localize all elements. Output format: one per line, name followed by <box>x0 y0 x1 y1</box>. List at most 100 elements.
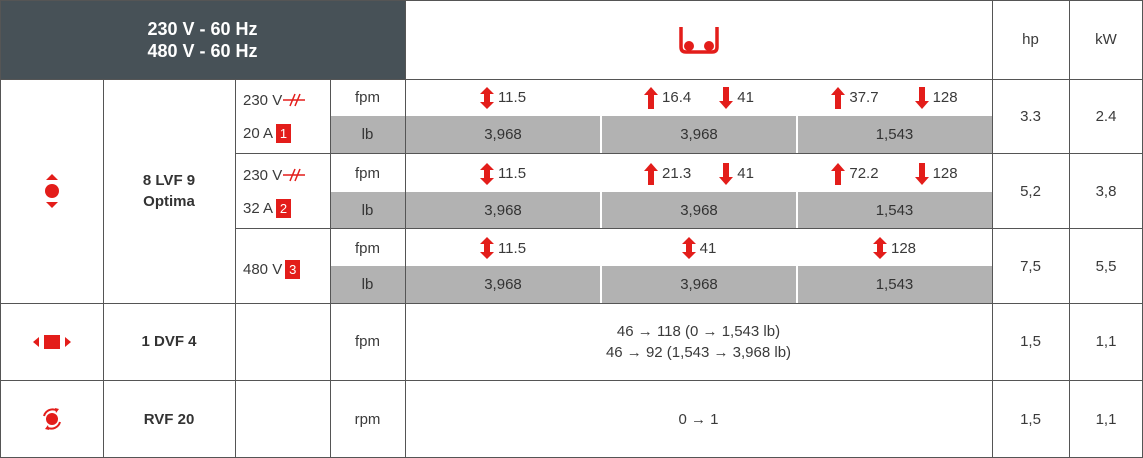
group2-volt: 230 V <box>235 160 330 190</box>
group3-hp: 7,5 <box>1020 258 1041 275</box>
travel-unit: fpm <box>354 333 380 350</box>
group2-badge: 2 <box>276 198 292 218</box>
group3-load-c: 1,543 <box>797 266 992 303</box>
group3-badge: 3 <box>285 259 301 279</box>
grey-separator <box>600 266 602 303</box>
group2-kw: 3,8 <box>1095 183 1117 200</box>
rotation-model: RVF 20 <box>143 410 195 428</box>
down-arrow-icon <box>719 86 734 109</box>
single-phase-icon <box>283 93 306 107</box>
group2-speed-b-up: 21.3 <box>662 165 692 182</box>
hoist-model-line-1: 8 LVF 9 <box>142 172 196 189</box>
voltage-line-1: 230 V - 60 Hz <box>147 18 258 39</box>
group1-load-b: 3,968 <box>601 116 797 153</box>
group3-speed-a-value: 11.5 <box>497 239 527 257</box>
group1-load-a: 3,968 <box>405 116 601 153</box>
group2-speed-a: 11.5 <box>405 155 601 192</box>
up-arrow-icon <box>831 86 846 109</box>
group1-volt: 230 V <box>235 85 330 115</box>
group2-speed-a-value: 11.5 <box>497 165 527 182</box>
group3-speed-a: 11.5 <box>405 230 601 266</box>
group2-unit-load: lb <box>330 192 405 228</box>
group3-volt-label: 480 V <box>243 260 283 278</box>
group2-load-a: 3,968 <box>405 192 601 228</box>
grid-line <box>992 0 993 458</box>
group2-amp-label: 32 A <box>243 199 274 217</box>
grid-line <box>330 79 331 458</box>
travel-hp: 1,5 <box>1020 333 1041 350</box>
group2-speed-c-up: 72.2 <box>849 165 879 182</box>
up-down-point-icon <box>44 174 59 208</box>
group2-speed-c-down: 128 <box>932 165 958 182</box>
group1-kw: 2.4 <box>1095 107 1117 125</box>
group3-speed-c: 128 <box>797 230 992 266</box>
up-down-arrow-icon <box>681 237 696 259</box>
grid-line <box>405 0 406 458</box>
group2-volt-label: 230 V <box>243 166 283 184</box>
group2-speed-c: 72.2 128 <box>797 155 992 192</box>
single-phase-icon <box>283 168 306 182</box>
hook-icon <box>678 26 719 54</box>
travel-line-2: 46 → 92 (1,543 → 3,968 lb) <box>605 343 792 361</box>
group1-speed-a-value: 11.5 <box>497 89 527 106</box>
grey-separator <box>796 192 798 228</box>
group1-speed-c: 37.7 128 <box>797 79 992 116</box>
group1-speed-b-up: 16.4 <box>662 89 692 106</box>
grid-line <box>235 79 236 458</box>
group1-hp: 3.3 <box>1020 107 1041 125</box>
up-down-arrow-icon <box>479 162 494 185</box>
grid-line <box>235 228 1143 229</box>
hoist-icon-cell <box>0 79 103 303</box>
group3-load-b: 3,968 <box>601 266 797 303</box>
down-arrow-icon <box>914 86 929 109</box>
group3-volt: 480 V 3 <box>235 254 330 284</box>
group1-load-c: 1,543 <box>797 116 992 153</box>
left-right-travel-icon <box>32 334 71 349</box>
group2-load-b: 3,968 <box>601 192 797 228</box>
grid-line <box>0 79 1143 80</box>
hook-header <box>405 0 992 79</box>
hp-header: hp <box>1022 31 1039 48</box>
group3-speed-b: 41 <box>601 230 797 266</box>
group3-unit-load: lb <box>330 266 405 303</box>
group1-volt-label: 230 V <box>243 91 283 109</box>
up-down-arrow-icon <box>872 237 887 259</box>
rotation-hp: 1,5 <box>1020 410 1041 428</box>
travel-icon-cell <box>0 303 103 380</box>
travel-kw: 1,1 <box>1095 333 1117 350</box>
grey-separator <box>600 116 602 153</box>
rotation-icon-cell <box>0 380 103 458</box>
rotation-speed: 0 → 1 <box>678 410 719 428</box>
travel-model: 1 DVF 4 <box>141 333 197 350</box>
group2-load-c: 1,543 <box>797 192 992 228</box>
group1-badge: 1 <box>276 123 292 143</box>
travel-line-1: 46 → 118 (0 → 1,543 lb) <box>616 322 781 340</box>
rotation-kw: 1,1 <box>1095 410 1117 428</box>
grid-line <box>0 303 1143 304</box>
grey-separator <box>796 266 798 303</box>
rotation-unit: rpm <box>354 410 381 428</box>
group1-speed-c-down: 128 <box>932 89 958 106</box>
hoist-model: 8 LVF 9 Optima <box>103 79 235 303</box>
down-arrow-icon <box>914 162 929 185</box>
grid-line <box>1069 0 1070 458</box>
group2-speed-b-down: 41 <box>737 165 754 182</box>
up-arrow-icon <box>644 86 659 109</box>
grid-line <box>103 79 104 458</box>
voltage-header: 230 V - 60 Hz 480 V - 60 Hz <box>0 0 405 79</box>
rotation-icon <box>42 408 61 430</box>
group1-unit-load: lb <box>330 116 405 153</box>
group1-amp-label: 20 A <box>243 124 274 142</box>
group3-unit-speed: fpm <box>354 239 380 257</box>
up-down-arrow-icon <box>479 237 494 259</box>
group2-speed-b: 21.3 41 <box>601 155 797 192</box>
grey-separator <box>600 192 602 228</box>
group3-kw: 5,5 <box>1095 258 1117 275</box>
group1-speed-a: 11.5 <box>405 79 601 116</box>
group2-hp: 5,2 <box>1020 183 1041 200</box>
group1-speed-c-up: 37.7 <box>849 89 879 106</box>
up-arrow-icon <box>831 162 846 185</box>
grid-line <box>0 0 1 458</box>
grid-line <box>0 380 1143 381</box>
